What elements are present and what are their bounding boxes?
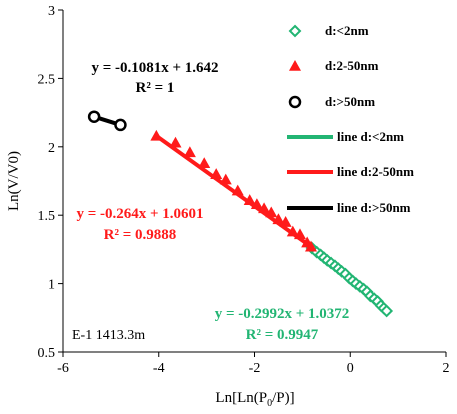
trendline-r2: R² = 1 [136, 80, 175, 96]
trendline-equation: y = -0.264x + 1.0601 [76, 206, 203, 222]
x-axis-title-subscript: 0 [267, 398, 272, 409]
point-d-2nm [380, 304, 394, 318]
x-tick-label: 0 [347, 361, 354, 376]
data-points [87, 110, 394, 318]
x-axis-title: Ln[Ln(P0/P)] [215, 390, 294, 409]
legend-label: d:>50nm [325, 94, 375, 109]
y-tick-label: 2.5 [38, 72, 56, 87]
point-d-2-50nm [279, 216, 292, 227]
sample-label: E-1 1413.3m [72, 328, 145, 343]
legend-label: line d:<2nm [337, 129, 404, 144]
x-tick-label: -2 [249, 361, 261, 376]
point-d-2-50nm [258, 202, 271, 214]
y-tick-label: 0.5 [38, 346, 56, 361]
legend-label: line d:>50nm [337, 200, 411, 215]
y-tick-label: 1 [48, 278, 55, 293]
x-tick-label: -6 [57, 361, 69, 376]
trendline-line-d-2-50nm [155, 134, 313, 249]
point-d-2-50nm [250, 198, 263, 210]
trendline-r2: R² = 0.9947 [246, 327, 319, 343]
legend: d:<2nm d:2-50nm d:>50nm line d:<2nm line d:2… [287, 23, 414, 215]
trendline-equation: y = -0.2992x + 1.0372 [215, 306, 350, 322]
point-d-2-50nm [304, 240, 317, 252]
point-d-50nm [87, 110, 101, 123]
trendline-r2: R² = 0.9888 [104, 227, 177, 243]
legend-label: d:<2nm [325, 23, 369, 38]
point-d-2-50nm [198, 157, 211, 169]
y-tick-label: 3 [48, 4, 55, 19]
point-d-2-50nm [265, 206, 278, 218]
y-ticks: 0.5 1 1.5 2 2.5 3 [38, 4, 63, 361]
legend-marker-d-2-50nm [289, 60, 301, 71]
point-d-2-50nm [219, 173, 232, 185]
point-d-2-50nm [231, 184, 244, 196]
point-d-2-50nm [150, 129, 163, 141]
x-tick-label: -4 [153, 361, 165, 376]
legend-label: line d:2-50nm [337, 164, 414, 179]
x-ticks: -6 -4 -2 0 2 [57, 352, 450, 376]
point-d-2-50nm [272, 213, 285, 225]
trendline-equations: y = -0.1081x + 1.642 R² = 1 y = -0.264x + … [76, 60, 349, 343]
y-axis-title: Ln(V/V0) [6, 151, 22, 211]
trendline-equation: y = -0.1081x + 1.642 [91, 60, 218, 76]
point-d-2-50nm [286, 225, 299, 237]
y-tick-label: 1.5 [38, 209, 56, 224]
x-tick-label: 2 [443, 361, 450, 376]
point-d-2-50nm [210, 168, 223, 179]
point-d-50nm [114, 118, 127, 132]
y-tick-label: 2 [48, 141, 55, 156]
legend-marker-d-50nm [288, 95, 302, 109]
point-d-2-50nm [293, 228, 306, 240]
legend-marker-d-2nm [288, 24, 302, 38]
point-d-2-50nm [183, 146, 196, 158]
legend-label: d:2-50nm [325, 58, 379, 73]
point-d-2-50nm [169, 136, 182, 148]
x-axis-title-end: /P)] [272, 390, 295, 406]
point-d-2-50nm [243, 194, 256, 205]
